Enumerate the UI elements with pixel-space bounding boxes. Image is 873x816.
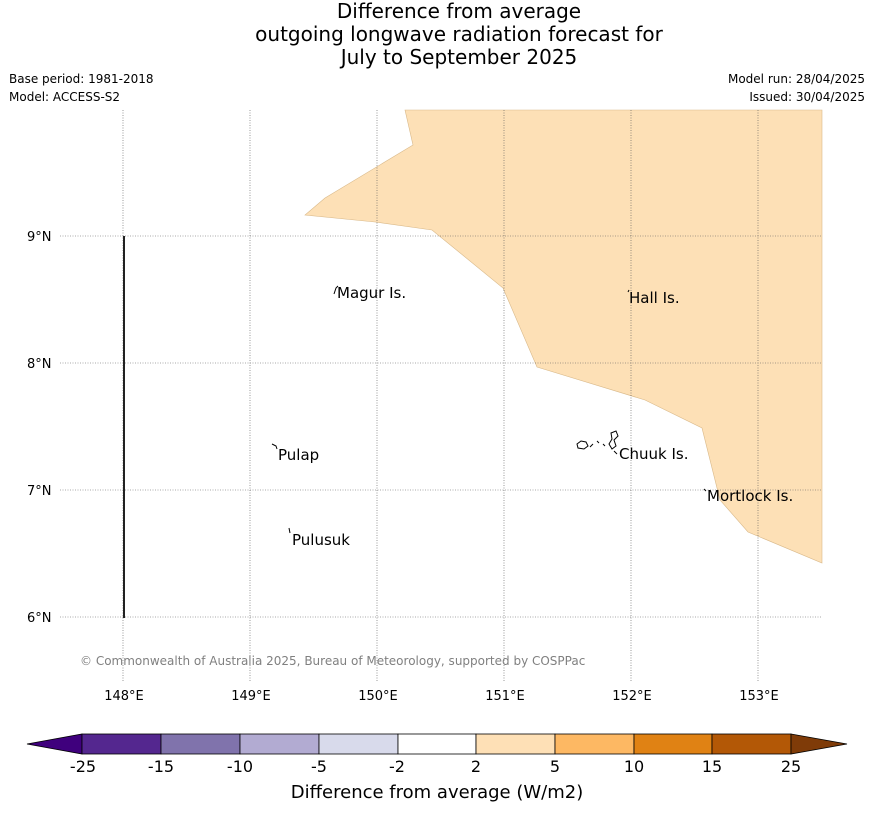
lon-label-152: 152°E: [612, 689, 652, 704]
colorbar-tick-7: 5: [550, 757, 560, 776]
gridlines: [60, 110, 822, 682]
colorbar-tick-8: 10: [624, 757, 644, 776]
colorbar-tick-6: 2: [471, 757, 481, 776]
issued-date: Issued: 30/04/2025: [749, 90, 865, 104]
colorbar-tick-1: -25: [70, 757, 96, 776]
label-hall-is: Hall Is.: [629, 289, 680, 307]
colorbar-tick-4: -5: [311, 757, 327, 776]
colorbar-bin-5: [397, 733, 477, 755]
title-line-3: July to September 2025: [340, 45, 578, 69]
model-run: Model run: 28/04/2025: [727, 72, 865, 86]
hall-island-outline: [627, 289, 630, 293]
colorbar-title: Difference from average (W/m2): [291, 782, 583, 803]
lon-label-153: 153°E: [739, 689, 779, 704]
colorbar-tick-2: -15: [148, 757, 174, 776]
lat-label-7: 7°N: [27, 484, 52, 499]
colorbar: [26, 733, 848, 755]
map-title: Difference from average outgoing longwav…: [0, 0, 873, 69]
chuuk-island-outline: [576, 430, 619, 455]
colorbar-arrow-right: [790, 733, 848, 755]
base-period: Base period: 1981-2018: [9, 72, 154, 86]
colorbar-bin-1: [81, 733, 162, 755]
lon-label-151: 151°E: [485, 689, 525, 704]
title-line-2: outgoing longwave radiation forecast for: [255, 22, 663, 46]
colorbar-tick-3: -10: [227, 757, 253, 776]
model-name: Model: ACCESS-S2: [9, 90, 121, 104]
colorbar-arrow-left: [26, 733, 83, 755]
pulap-island-outline: [271, 443, 278, 450]
lon-label-148: 148°E: [104, 689, 144, 704]
colorbar-bin-8: [633, 733, 713, 755]
lon-label-150: 150°E: [358, 689, 398, 704]
meta-right: Model run: 28/04/2025 Issued: 30/04/2025: [728, 70, 865, 106]
magur-island-outline: [333, 285, 339, 295]
colorbar-tick-5: -2: [389, 757, 405, 776]
label-pulusuk: Pulusuk: [292, 531, 350, 549]
colorbar-bin-3: [239, 733, 320, 755]
label-pulap: Pulap: [278, 446, 319, 464]
colorbar-tick-9: 15: [702, 757, 722, 776]
mortlock-island-outline: [703, 488, 707, 492]
lat-label-9: 9°N: [27, 230, 52, 245]
meta-left: Base period: 1981-2018 Model: ACCESS-S2: [9, 70, 154, 106]
lat-label-8: 8°N: [27, 357, 52, 372]
label-chuuk-is: Chuuk Is.: [619, 445, 688, 463]
lat-label-6: 6°N: [27, 611, 52, 626]
copyright-notice: © Commonwealth of Australia 2025, Bureau…: [80, 654, 585, 668]
colorbar-tick-10: 25: [781, 757, 801, 776]
island-outlines: [271, 285, 707, 534]
label-magur-is: Magur Is.: [337, 284, 406, 302]
colorbar-bin-2: [160, 733, 241, 755]
colorbar-bin-7: [554, 733, 635, 755]
colorbar-bin-9: [711, 733, 792, 755]
label-mortlock-is: Mortlock Is.: [707, 487, 793, 505]
pulusuk-island-outline: [288, 527, 291, 534]
colorbar-bin-6: [475, 733, 556, 755]
colorbar-bin-4: [318, 733, 399, 755]
title-line-1: Difference from average: [336, 0, 582, 23]
lon-label-149: 149°E: [231, 689, 271, 704]
anomaly-region: [304, 109, 823, 564]
